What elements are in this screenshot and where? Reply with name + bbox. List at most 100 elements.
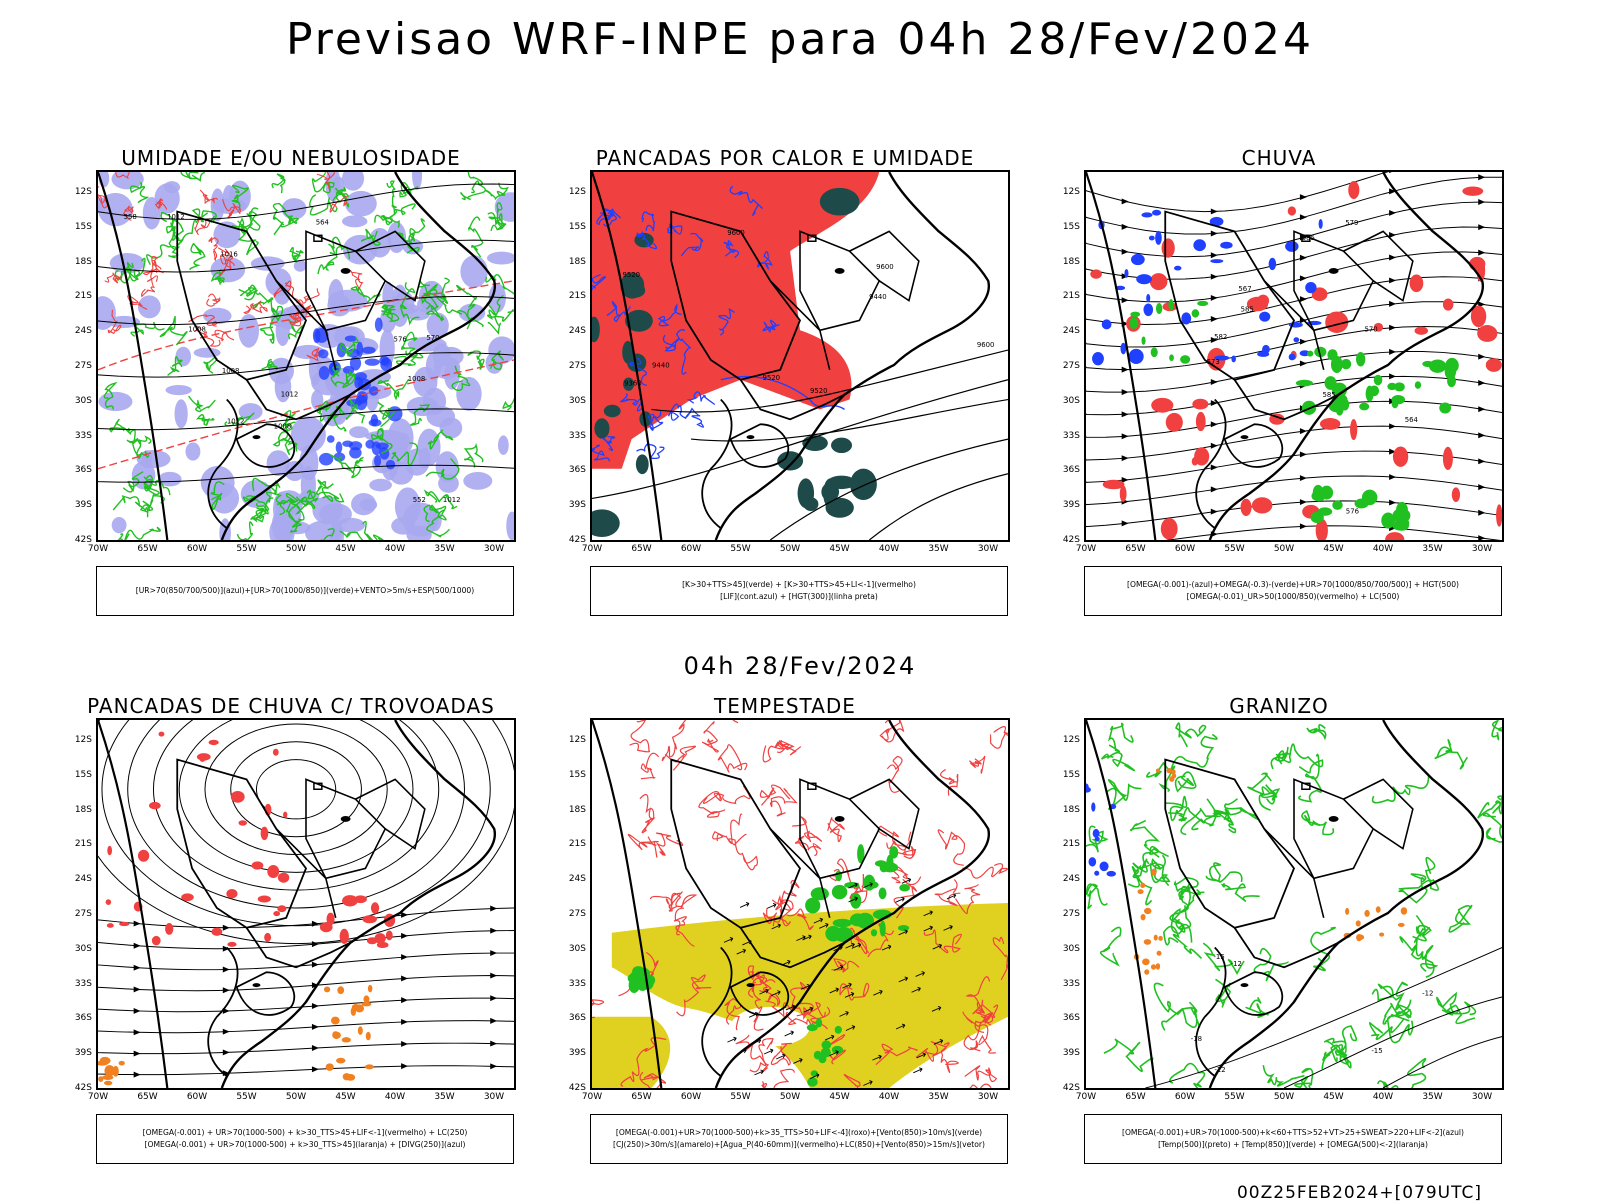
contour-squiggle — [1174, 771, 1197, 793]
uruguay-border — [235, 423, 296, 468]
weather-blob — [357, 1026, 363, 1035]
andes-border — [592, 172, 663, 540]
weather-blob — [1314, 346, 1327, 358]
contour-value-label: 1016 — [220, 251, 238, 259]
lat-tick-label: 30S — [74, 395, 92, 406]
weather-blob — [370, 902, 380, 914]
weather-blob — [368, 419, 382, 427]
weather-blob — [1146, 294, 1151, 303]
weather-blob — [362, 346, 376, 354]
lat-tick-label: 39S — [74, 500, 92, 511]
streamline-arrow — [401, 954, 409, 961]
legend-box: [OMEGA(-0.001)+UR>70(1000-500)+k>35_TTS>… — [590, 1114, 1008, 1164]
contour-squiggle — [1100, 751, 1135, 772]
contour-squiggle — [1169, 733, 1218, 772]
weather-blob — [1340, 358, 1352, 370]
wind-vector — [946, 893, 957, 900]
contour-squiggle — [348, 269, 364, 290]
streamline-arrow — [133, 920, 141, 927]
weather-blob — [815, 1018, 823, 1028]
streamline-arrow — [1478, 432, 1486, 439]
contour-squiggle — [831, 958, 860, 973]
weather-blob — [318, 452, 334, 466]
contour-squiggle — [214, 329, 235, 342]
contour-squiggle — [107, 309, 122, 335]
contour-squiggle — [296, 288, 320, 304]
weather-blob — [137, 849, 150, 862]
weather-blob — [363, 995, 370, 1004]
lon-tick-label: 65W — [1125, 1092, 1146, 1102]
weather-blob — [394, 487, 421, 526]
coastline — [714, 172, 990, 540]
weather-blob — [1485, 358, 1502, 372]
contour-squiggle — [877, 825, 908, 851]
weather-blob — [1171, 773, 1177, 779]
streamline-arrow — [1121, 223, 1129, 230]
contour-squiggle — [210, 270, 225, 286]
weather-blob — [349, 426, 369, 439]
contour-squiggle — [199, 189, 218, 204]
weather-blob — [1414, 381, 1422, 389]
weather-blob — [805, 897, 821, 914]
weather-blob — [1350, 418, 1358, 441]
contour-squiggle — [109, 418, 132, 435]
weather-blob — [636, 978, 649, 991]
contour-squiggle — [143, 479, 171, 496]
weather-blob — [797, 478, 815, 509]
map-area: -15 -18 -12 -12 -15 -12 — [1084, 718, 1504, 1090]
weather-blob — [1088, 857, 1097, 867]
contour-squiggle — [701, 721, 720, 753]
weather-blob — [889, 846, 899, 859]
lat-tick-label: 30S — [74, 943, 92, 954]
wind-vector — [759, 988, 769, 995]
weather-blob — [269, 516, 295, 540]
streamline-arrow — [1299, 451, 1307, 458]
streamline-arrow — [1121, 476, 1129, 483]
temp500-contour — [1382, 1036, 1502, 1088]
thickness-line — [98, 280, 514, 371]
hgt-contour — [868, 473, 1008, 540]
contour-squiggle — [320, 528, 335, 540]
weather-blob — [211, 927, 223, 936]
weather-blob — [193, 347, 221, 358]
weather-blob — [367, 984, 373, 993]
country-border — [245, 927, 351, 969]
contour-value-label: 9520 — [762, 374, 780, 382]
contour-squiggle — [649, 891, 683, 910]
weather-blob — [806, 1024, 818, 1032]
streamline-arrow — [222, 945, 230, 952]
lon-tick-label: 30W — [977, 544, 999, 554]
map-area: 9600 9600 9600 9520 9520 9440 9520 9440 9360 — [590, 170, 1010, 542]
contour-squiggle — [143, 474, 160, 496]
coastline — [1208, 720, 1484, 1088]
streamline-arrow — [401, 932, 409, 939]
streamline-arrow — [1389, 277, 1397, 284]
panel-title: CHUVA — [1241, 146, 1317, 170]
contour-squiggle — [1203, 798, 1228, 827]
contour-squiggle — [460, 180, 487, 201]
contour-squiggle — [154, 197, 168, 210]
lat-tick-label: 39S — [568, 1048, 586, 1059]
weather-blob — [238, 403, 263, 421]
streamline-arrow — [1299, 523, 1307, 530]
streamline-arrow — [1210, 464, 1218, 471]
streamline-loop — [204, 723, 388, 856]
weather-blob — [1195, 411, 1206, 432]
weather-blob — [196, 753, 211, 761]
coastline — [1208, 172, 1484, 540]
state-border — [799, 230, 881, 332]
weather-blob — [1156, 950, 1162, 956]
streamline-arrow — [1299, 338, 1307, 345]
wind-vector — [863, 1080, 873, 1086]
streamline-arrow — [1299, 475, 1307, 482]
streamline-arrow — [401, 975, 409, 982]
weather-blob — [251, 861, 264, 870]
contour-squiggle — [1132, 854, 1166, 879]
weather-blob — [158, 731, 165, 737]
contour-squiggle — [1086, 883, 1108, 910]
temp500-contour — [1283, 996, 1502, 1088]
streamline-arrow — [311, 1003, 319, 1009]
streamline-arrow — [1389, 324, 1397, 331]
streamline-arrow — [1299, 254, 1307, 261]
weather-blob — [1262, 344, 1270, 354]
